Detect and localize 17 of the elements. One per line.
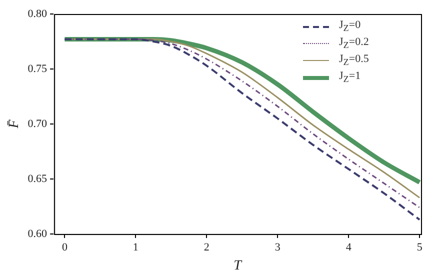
x-axis-title: T	[234, 258, 243, 274]
legend-label: J$_{Z}$=1	[339, 70, 361, 85]
x-tick-label: 1	[132, 241, 138, 254]
x-tick-label: 0	[62, 241, 68, 254]
y-tick-label: 0.60	[28, 228, 48, 240]
legend-label: J$_{Z}$=0.2	[339, 36, 369, 51]
y-tick-label: 0.75	[28, 62, 48, 75]
x-tick-label: 3	[274, 241, 281, 254]
x-tick-label: 5	[416, 241, 423, 254]
y-tick-label: 0.80	[28, 8, 48, 20]
x-tick-label: 2	[204, 241, 210, 254]
legend-label: J$_{Z}$=0.5	[339, 53, 369, 68]
y-axis-title: F̄	[6, 119, 22, 130]
x-tick-label: 4	[346, 241, 352, 254]
y-tick-label: 0.70	[28, 118, 48, 130]
legend-label: J$_{Z}$=0	[339, 19, 361, 34]
y-tick-label: 0.65	[28, 172, 48, 185]
